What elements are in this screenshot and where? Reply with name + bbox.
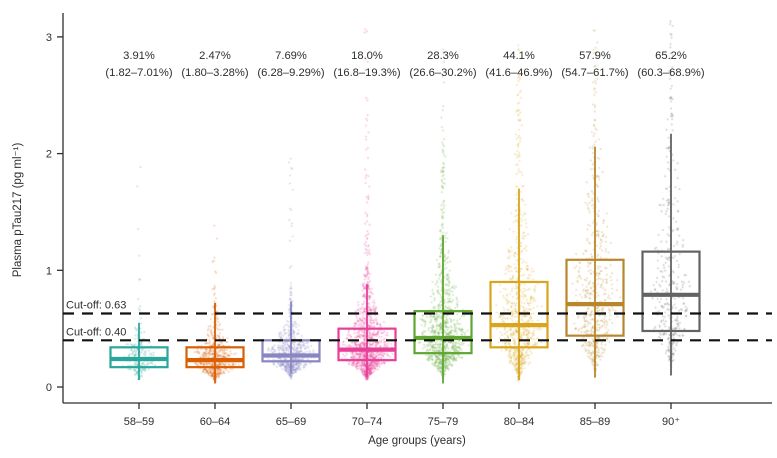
- box-75–79: [413, 310, 473, 355]
- cutoff-label-0: Cut-off: 0.63: [66, 299, 126, 311]
- y-tick-label-2: 2: [46, 149, 52, 161]
- ci-label-2: (6.28–9.29%): [257, 67, 324, 79]
- x-tick-label-6: 85–89: [580, 416, 611, 428]
- x-tick-label-3: 70–74: [352, 416, 383, 428]
- y-tick-label-0: 0: [46, 382, 52, 394]
- pct-label-7: 65.2%: [655, 50, 687, 62]
- ci-label-5: (41.6–46.9%): [485, 67, 552, 79]
- ci-label-0: (1.82–7.01%): [105, 67, 172, 79]
- x-tick-label-2: 65–69: [276, 416, 307, 428]
- ci-label-1: (1.80–3.28%): [181, 67, 248, 79]
- ci-label-4: (26.6–30.2%): [409, 67, 476, 79]
- y-tick-label-3: 3: [46, 32, 52, 44]
- x-tick-label-4: 75–79: [428, 416, 459, 428]
- pct-label-4: 28.3%: [427, 50, 459, 62]
- box-90⁺: [641, 250, 701, 333]
- ci-label-7: (60.3–68.9%): [637, 67, 704, 79]
- pct-label-6: 57.9%: [579, 50, 611, 62]
- box-60–64: [185, 346, 245, 369]
- y-axis-title: Plasma pTau217 (pg ml⁻¹): [12, 143, 24, 278]
- x-tick-label-5: 80–84: [504, 416, 535, 428]
- cutoff-label-1: Cut-off: 0.40: [66, 326, 126, 338]
- box-80–84: [489, 280, 549, 349]
- ci-label-6: (54.7–61.7%): [561, 67, 628, 79]
- x-tick-label-0: 58–59: [124, 416, 155, 428]
- pct-label-0: 3.91%: [123, 50, 155, 62]
- pct-label-3: 18.0%: [351, 50, 383, 62]
- ci-label-3: (16.8–19.3%): [333, 67, 400, 79]
- pct-label-1: 2.47%: [199, 50, 231, 62]
- box-85–89: [565, 258, 625, 337]
- x-tick-label-7: 90⁺: [662, 416, 680, 428]
- box-70–74: [337, 327, 397, 362]
- pct-label-2: 7.69%: [275, 50, 307, 62]
- x-tick-label-1: 60–64: [200, 416, 231, 428]
- y-tick-label-1: 1: [46, 265, 52, 277]
- pct-label-5: 44.1%: [503, 50, 535, 62]
- x-axis-title: Age groups (years): [368, 435, 466, 447]
